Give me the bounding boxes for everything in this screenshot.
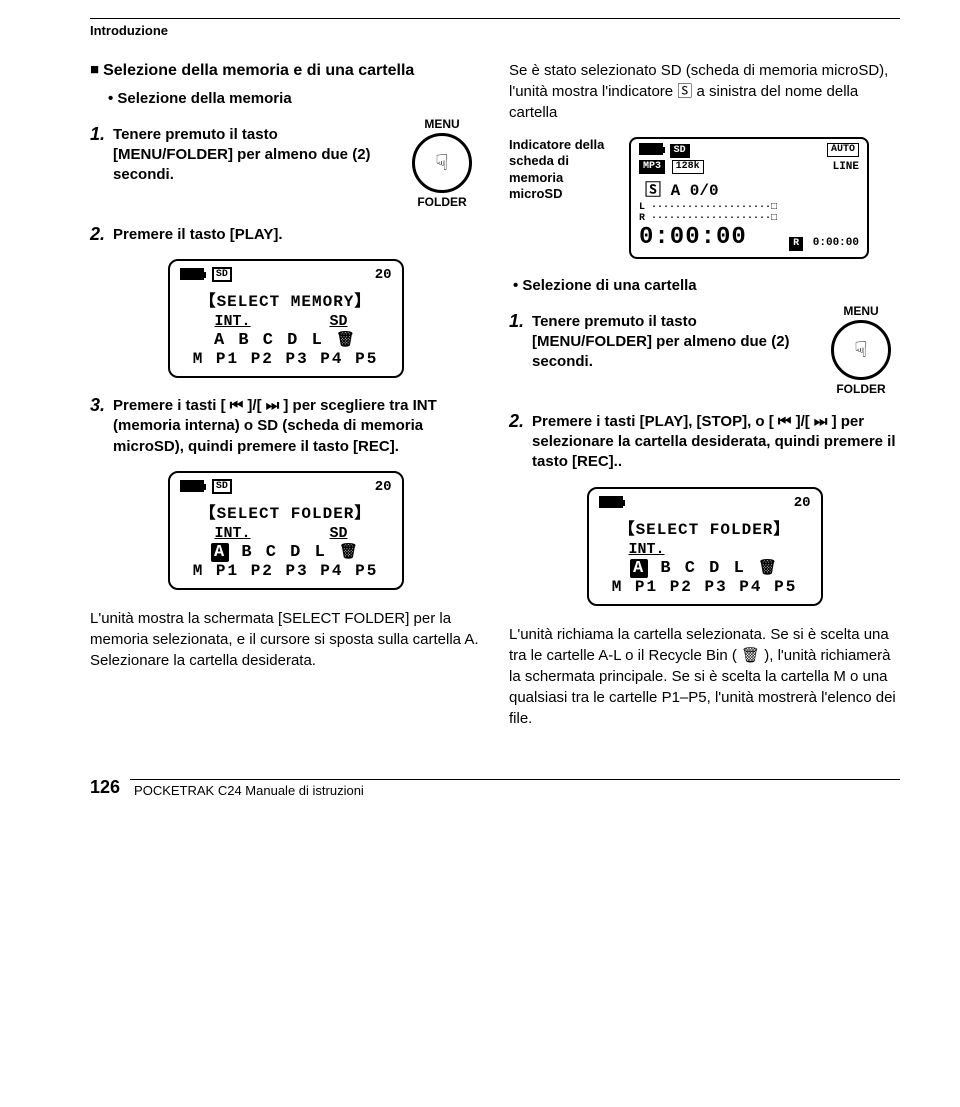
folder-letters: B C D L <box>238 331 323 350</box>
dial-label-top: MENU <box>822 304 900 318</box>
battery-icon <box>180 480 204 492</box>
dial-label-bottom: FOLDER <box>822 382 900 396</box>
footer-text: POCKETRAK C24 Manuale di istruzioni <box>134 783 900 798</box>
footer-rule <box>130 779 900 780</box>
int-label: INT. <box>629 541 665 558</box>
battery-icon <box>180 268 204 280</box>
menu-folder-dial-icon: MENU ☟ FOLDER <box>403 117 481 217</box>
lcd-count: 20 <box>375 267 392 283</box>
section-heading: ■ Selezione della memoria e di una carte… <box>90 60 481 82</box>
lcd-count: 20 <box>375 479 392 495</box>
subheading-memory: Selezione della memoria <box>108 90 481 107</box>
int-label: INT. <box>214 525 250 542</box>
step3-text: Premere i tasti [ ⏮ ]/[ ⏭ ] per sceglier… <box>113 396 481 457</box>
right-paragraph: L'unità richiama la cartella selezionata… <box>509 624 900 729</box>
auto-badge: AUTO <box>827 143 859 157</box>
trash-icon: 🗑 <box>336 330 357 349</box>
lcd-select-folder-left: SD 20 【SELECT FOLDER】 INT. SD A B C D L … <box>168 471 404 590</box>
dial-label-bottom: FOLDER <box>403 195 481 209</box>
callout-label: Indicatore della scheda di memoria micro… <box>509 137 619 202</box>
page-footer: 126 POCKETRAK C24 Manuale di istruzioni <box>90 777 900 798</box>
battery-icon <box>639 143 663 155</box>
left-column: ■ Selezione della memoria e di una carte… <box>90 60 481 743</box>
folder-letter-selected: A <box>211 543 229 562</box>
lcd-count: 20 <box>794 495 811 511</box>
square-bullet-icon: ■ <box>90 60 99 82</box>
time-big: 0:00:00 <box>639 224 747 251</box>
menu-folder-dial-icon: MENU ☟ FOLDER <box>822 304 900 404</box>
heading-text: Selezione della memoria e di una cartell… <box>103 60 414 82</box>
step2-text: Premere il tasto [PLAY]. <box>113 225 481 245</box>
step1-text: Tenere premuto il tasto [MENU/FOLDER] pe… <box>113 125 393 186</box>
folder-letters: B C D L <box>241 543 326 562</box>
header-section: Introduzione <box>90 23 900 38</box>
lcd-select-folder-right: 20 【SELECT FOLDER】 INT. A B C D L 🗑 M P1… <box>587 487 823 606</box>
right-column: Se è stato selezionato SD (scheda di mem… <box>509 60 900 743</box>
left-paragraph: L'unità mostra la schermata [SELECT FOLD… <box>90 608 481 671</box>
int-label: INT. <box>214 313 250 330</box>
two-column-layout: ■ Selezione della memoria e di una carte… <box>90 60 900 743</box>
line-label: LINE <box>833 161 859 173</box>
dial-label-top: MENU <box>403 117 481 131</box>
folder-letters: B C D L <box>660 559 745 578</box>
trash-icon: 🗑 <box>339 542 360 561</box>
folder-row2: M P1 P2 P3 P4 P5 <box>599 578 811 596</box>
lcd-title: 【SELECT FOLDER】 <box>599 515 811 539</box>
sd-icon: SD <box>212 479 232 494</box>
level-meters: L ····················□R ···············… <box>639 202 859 224</box>
lcd-status-screen: SD AUTO MP3 128k LINE 🅂 A 0/0 L ········… <box>629 137 869 259</box>
page-number: 126 <box>90 777 120 798</box>
trash-icon: 🗑 <box>758 558 779 577</box>
lcd-select-memory: SD 20 【SELECT MEMORY】 INT. SD A B C D L … <box>168 259 404 378</box>
rate-badge: 128k <box>672 160 704 174</box>
subheading-folder: Selezione di una cartella <box>513 277 900 294</box>
dial-ring-icon: ☟ <box>831 320 891 380</box>
indicator-callout: Indicatore della scheda di memoria micro… <box>509 137 900 259</box>
lcd-mid: 🅂 A 0/0 <box>639 174 859 202</box>
sd-badge-icon: SD <box>670 144 690 158</box>
right-intro: Se è stato selezionato SD (scheda di mem… <box>509 60 900 123</box>
time-small: 0:00:00 <box>813 237 859 249</box>
battery-icon <box>599 496 623 508</box>
folder-letter: A <box>214 331 226 350</box>
mp3-badge: MP3 <box>639 160 665 174</box>
folder-row2: M P1 P2 P3 P4 P5 <box>180 562 392 580</box>
step-number: 3. <box>90 396 105 457</box>
lcd-title: 【SELECT FOLDER】 <box>180 499 392 523</box>
dial-ring-icon: ☟ <box>412 133 472 193</box>
r-step1-text: Tenere premuto il tasto [MENU/FOLDER] pe… <box>532 312 812 373</box>
r-step2-text: Premere i tasti [PLAY], [STOP], o [ ⏮ ]/… <box>532 412 900 473</box>
step-number: 1. <box>509 312 524 373</box>
lcd-title: 【SELECT MEMORY】 <box>180 287 392 311</box>
rec-badge: R <box>789 237 803 251</box>
header-rule <box>90 18 900 19</box>
sd-icon: SD <box>212 267 232 282</box>
step-number: 2. <box>90 225 105 245</box>
sd-label: SD <box>329 313 347 330</box>
step-number: 1. <box>90 125 105 186</box>
folder-letter-selected: A <box>630 559 648 578</box>
sd-label: SD <box>329 525 347 542</box>
step-number: 2. <box>509 412 524 473</box>
folder-row2: M P1 P2 P3 P4 P5 <box>180 350 392 368</box>
